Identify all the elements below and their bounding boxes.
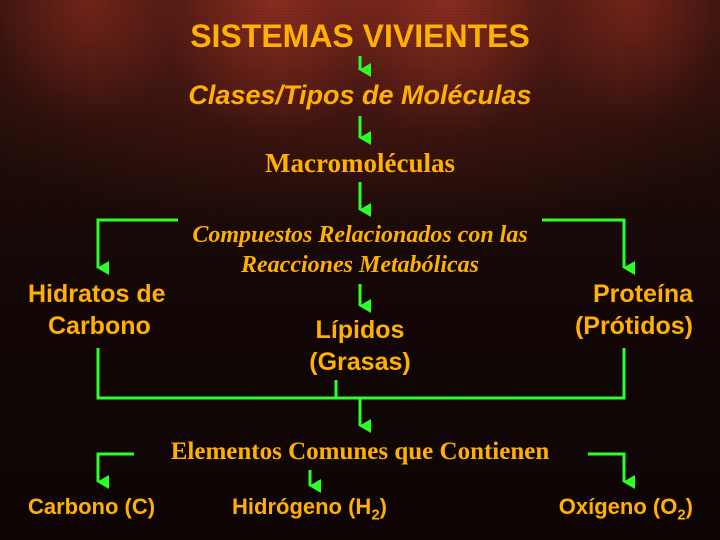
- lipidos-line2: (Grasas): [0, 348, 720, 377]
- subtitle: Clases/Tipos de Moléculas: [0, 80, 720, 111]
- text-layer: SISTEMAS VIVIENTES Clases/Tipos de Moléc…: [0, 0, 720, 540]
- oxigeno-label: Oxígeno (O: [559, 494, 678, 519]
- carbono-element: Carbono (C): [28, 494, 155, 520]
- proteina-line1: Proteína: [593, 280, 693, 309]
- oxigeno-close: ): [686, 494, 693, 519]
- compuestos-line2: Reacciones Metabólicas: [0, 252, 720, 279]
- oxigeno-subscript: 2: [677, 506, 685, 523]
- hidrogeno-subscript: 2: [371, 506, 379, 523]
- macromoleculas: Macromoléculas: [0, 148, 720, 179]
- title: SISTEMAS VIVIENTES: [0, 18, 720, 55]
- hidrogeno-label: Hidrógeno (H: [232, 494, 371, 519]
- compuestos-line1: Compuestos Relacionados con las: [0, 222, 720, 249]
- hidrogeno-element: Hidrógeno (H2): [232, 494, 387, 523]
- hidrogeno-close: ): [380, 494, 387, 519]
- proteina-line2: (Prótidos): [575, 312, 693, 341]
- oxigeno-element: Oxígeno (O2): [559, 494, 693, 523]
- hidratos-line1: Hidratos de: [28, 280, 166, 309]
- elementos-comunes: Elementos Comunes que Contienen: [0, 438, 720, 466]
